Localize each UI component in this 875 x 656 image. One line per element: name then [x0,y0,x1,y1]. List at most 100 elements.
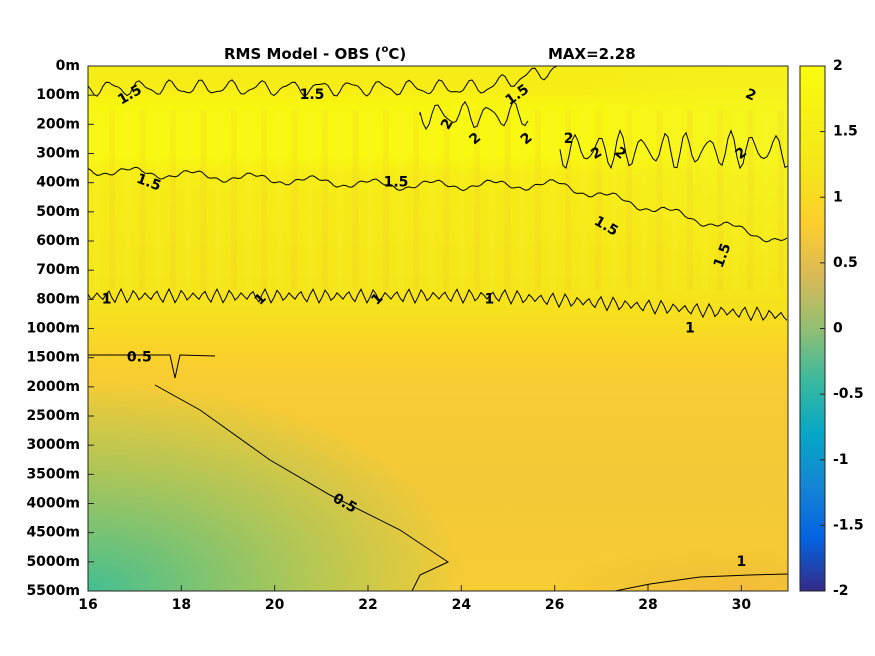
title-main: RMS Model - OBS ( [224,45,382,63]
field-streak [382,110,389,290]
y-tick-label: 5000m [26,554,80,570]
max-label: MAX=2.28 [548,45,636,63]
field-streak [200,110,207,290]
field-streak [747,110,754,290]
contour-label: 1 [484,291,494,307]
field-streak [641,110,648,290]
contour-line [559,129,788,170]
colorbar: 2 1.5 1 0.5 0 -0.5 -1 -1.5 -2 [799,58,864,599]
y-tick-label: 800m [36,291,80,307]
x-tick-label: 28 [638,597,657,613]
field-streak [717,110,724,290]
colorbar-tick-label: -0.5 [833,386,864,402]
contour-label: 1.5 [300,87,325,103]
colorbar-tick-label: -2 [833,583,849,599]
y-tick-label: 1500m [26,350,80,366]
field-streak [291,110,298,290]
y-axis: 0m 100m 200m 300m 400m 500m 600m 700m 800m 1000m 1… [26,58,94,599]
field-streak [139,110,146,290]
field-streak [215,110,222,290]
field-streak [686,110,693,290]
field-streak [580,110,587,290]
field-streak [474,110,480,290]
contour-lines [88,66,788,591]
field-streak [398,110,404,290]
field-streak [413,110,420,290]
field-streak [94,110,100,290]
field-streak [306,110,313,290]
field-streak [610,110,617,290]
colorbar-tick-label: 0.5 [833,255,858,271]
field-streak [276,110,283,290]
contour-label: 1 [685,321,695,337]
colorbar-tick-label: 1.5 [833,124,858,140]
field-bottom-orange [420,500,788,591]
contour-label: 2 [564,131,574,147]
field-streak [504,110,511,290]
y-tick-label: 300m [36,146,80,162]
contour-label: 0.5 [127,350,152,366]
colorbar-tick-label: 0 [833,321,843,337]
field-streak [367,110,374,290]
colorbar-ticks: 2 1.5 1 0.5 0 -0.5 -1 -1.5 -2 [820,58,864,599]
field-deep-patch [88,380,468,591]
y-tick-label: 2000m [26,379,80,395]
y-tick-label: 600m [36,233,80,249]
contour-label: 1.5 [711,241,735,270]
y-tick-label: 5500m [26,583,80,599]
field-streak [519,110,526,290]
contour-label: 1 [102,291,112,307]
field-streak [458,110,465,290]
y-tick-label: 2500m [26,408,80,424]
y-tick-label: 0m [56,58,80,74]
field-streak [428,110,435,290]
chart-title: RMS Model - OBS (oC) [224,44,406,63]
contour-line [88,287,788,322]
field-streaks [94,110,784,290]
y-tick-label: 500m [36,204,80,220]
contour-label: 1.5 [384,175,409,191]
field-streak [534,110,541,290]
x-tick-label: 22 [358,597,377,613]
field-streak [124,110,131,290]
y-tick-label: 400m [36,175,80,191]
x-tick-label: 24 [452,597,472,613]
field-streak [261,110,268,290]
y-tick-label: 200m [36,116,80,132]
field-streak [702,110,708,290]
field-streak [656,110,663,290]
field-streak [170,110,176,290]
contour-line [88,66,558,97]
x-tick-label: 18 [172,597,191,613]
field-streak [154,110,161,290]
colorbar-tick-label: 1 [833,189,843,205]
y-tick-label: 4000m [26,496,80,512]
x-tick-label: 20 [265,597,285,613]
contour-label: 1.5 [134,171,163,195]
colorbar-tick-label: -1 [833,452,849,468]
x-axis: 16 18 20 22 24 26 28 30 [78,585,751,613]
y-tick-label: 3500m [26,466,80,482]
contour-line [419,100,529,130]
y-tick-label: 700m [36,262,80,278]
y-tick-label: 100m [36,87,80,103]
contour-line [88,354,216,379]
x-tick-label: 30 [732,597,752,613]
x-tick-label: 16 [78,597,97,613]
contour-line [88,166,788,243]
field-streak [337,110,344,290]
field-streak [565,110,572,290]
field-streak [185,110,192,290]
title-unit: C) [388,45,406,63]
heatmap-field: 1.5 1.5 1.5 222 2 22 2 21.5 1.51.51.51 1 1 110.50.5… [88,66,788,591]
y-tick-label: 3000m [26,437,80,453]
field-streak [550,110,556,290]
field-upper-hot [420,66,788,296]
field-streak [732,110,739,290]
field-streak [246,110,252,290]
contour-line [614,573,788,591]
field-streak [778,110,784,290]
field-streak [762,110,769,290]
colorbar-tick-label: 2 [833,58,843,74]
